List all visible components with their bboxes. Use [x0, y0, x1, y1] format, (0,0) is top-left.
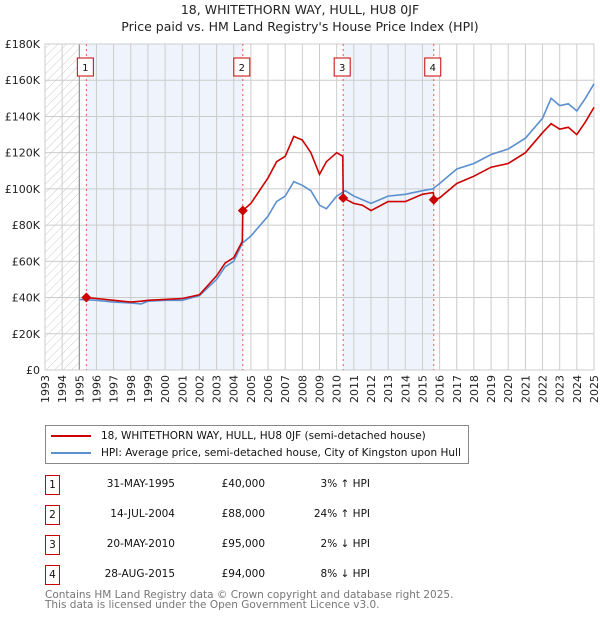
x-tick-label: 2009 — [314, 375, 327, 403]
sale-price: £94,000 — [221, 568, 265, 580]
sale-number-badge: 1 — [45, 475, 60, 495]
y-tick-label: £60K — [12, 255, 41, 268]
y-tick-label: £160K — [5, 74, 41, 87]
sale-hpi-diff: 24% ↑ HPI — [313, 508, 370, 520]
y-tick-label: £120K — [5, 147, 41, 160]
chart-legend: 18, WHITETHORN WAY, HULL, HU8 0JF (semi-… — [45, 425, 469, 464]
x-tick-label: 2017 — [451, 375, 464, 403]
price-chart: 1993 1994 1995 1996 1997 1998 1999 2000 2001 2002… — [5, 38, 600, 403]
x-tick-label: 1994 — [56, 375, 69, 403]
ownership-shaded-region — [86, 44, 243, 370]
y-tick-label: £140K — [5, 110, 41, 123]
table-row: 3 20-MAY-2010 £95,000 2% ↓ HPI — [45, 535, 445, 555]
sale-label-box — [424, 57, 442, 77]
sale-price: £95,000 — [221, 538, 265, 550]
footer-copyright: Contains HM Land Registry data © Crown c… — [45, 589, 454, 601]
y-tick-label: £0 — [26, 364, 40, 377]
sale-label-number: 2 — [239, 63, 245, 74]
x-tick-label: 2019 — [485, 375, 498, 403]
sale-label-box — [333, 57, 351, 77]
property-price-line — [86, 106, 595, 303]
sale-label-number: 3 — [339, 63, 345, 74]
x-tick-label: 2025 — [588, 375, 600, 403]
footer-licence: This data is licensed under the Open Gov… — [45, 599, 380, 611]
x-tick-label: 1998 — [125, 375, 138, 403]
table-row: 2 14-JUL-2004 £88,000 24% ↑ HPI — [45, 505, 445, 525]
chart-subtitle: Price paid vs. HM Land Registry's House … — [121, 19, 479, 34]
x-tick-label: 2012 — [365, 375, 378, 403]
sale-label-box — [76, 57, 94, 77]
x-tick-label: 2005 — [245, 375, 258, 403]
x-tick-label: 2018 — [468, 375, 481, 403]
sale-date: 28-AUG-2015 — [104, 568, 175, 580]
sale-point — [237, 205, 248, 216]
sale-date: 20-MAY-2010 — [106, 538, 175, 550]
x-tick-label: 2002 — [193, 375, 206, 403]
sale-label-number: 4 — [430, 63, 436, 74]
legend-swatch-property — [51, 435, 91, 437]
table-row: 1 31-MAY-1995 £40,000 3% ↑ HPI — [45, 475, 445, 495]
x-tick-label: 2008 — [296, 375, 309, 403]
x-tick-label: 1999 — [142, 375, 155, 403]
sale-price: £40,000 — [221, 478, 265, 490]
x-tick-label: 1993 — [39, 375, 52, 403]
x-tick-label: 2003 — [211, 375, 224, 403]
sale-hpi-diff: 2% ↓ HPI — [320, 538, 370, 550]
hpi-line — [79, 83, 595, 305]
x-tick-label: 2020 — [502, 375, 515, 403]
x-tick-label: 2011 — [348, 375, 361, 403]
x-tick-label: 2023 — [554, 375, 567, 403]
chart-title: 18, WHITETHORN WAY, HULL, HU8 0JF — [180, 2, 420, 17]
x-tick-label: 1996 — [90, 375, 103, 403]
x-tick-label: 2004 — [228, 375, 241, 403]
footer: Contains HM Land Registry data © Crown c… — [45, 589, 454, 611]
sale-date: 14-JUL-2004 — [110, 508, 175, 520]
y-tick-label: £180K — [5, 38, 41, 51]
legend-item-property: 18, WHITETHORN WAY, HULL, HU8 0JF (semi-… — [51, 428, 426, 444]
legend-label-property: 18, WHITETHORN WAY, HULL, HU8 0JF (semi-… — [101, 430, 426, 442]
sale-label-number: 1 — [82, 63, 88, 74]
y-tick-label: £40K — [12, 292, 41, 305]
x-tick-label: 2013 — [382, 375, 395, 403]
x-tick-label: 2024 — [571, 375, 584, 403]
sale-hpi-diff: 3% ↑ HPI — [320, 478, 370, 490]
x-tick-label: 2006 — [262, 375, 275, 403]
x-tick-label: 1995 — [73, 375, 86, 403]
x-tick-label: 1997 — [108, 375, 121, 403]
sale-point — [81, 292, 92, 303]
x-tick-label: 2000 — [159, 375, 172, 403]
legend-label-hpi: HPI: Average price, semi-detached house,… — [101, 447, 461, 459]
y-tick-label: £100K — [5, 183, 41, 196]
sale-price: £88,000 — [221, 508, 265, 520]
x-tick-label: 2014 — [399, 375, 412, 403]
sale-date: 31-MAY-1995 — [106, 478, 175, 490]
sale-number-badge: 2 — [45, 505, 60, 525]
x-tick-label: 2010 — [331, 375, 344, 403]
x-tick-label: 2021 — [519, 375, 532, 403]
x-tick-label: 2022 — [537, 375, 550, 403]
x-tick-label: 2007 — [279, 375, 292, 403]
sale-point — [428, 194, 439, 205]
x-tick-label: 2016 — [434, 375, 447, 403]
plot-border — [44, 43, 595, 371]
sale-point — [338, 192, 349, 203]
sale-hpi-diff: 8% ↓ HPI — [320, 568, 370, 580]
legend-swatch-hpi — [51, 452, 91, 454]
x-tick-label: 2001 — [176, 375, 189, 403]
legend-item-hpi: HPI: Average price, semi-detached house,… — [51, 445, 461, 461]
y-tick-label: £80K — [12, 219, 41, 232]
sale-number-badge: 3 — [45, 535, 60, 555]
sale-label-box — [233, 57, 251, 77]
y-tick-label: £20K — [12, 328, 41, 341]
sale-number-badge: 4 — [45, 565, 60, 585]
table-row: 4 28-AUG-2015 £94,000 8% ↓ HPI — [45, 565, 445, 585]
x-tick-label: 2015 — [416, 375, 429, 403]
